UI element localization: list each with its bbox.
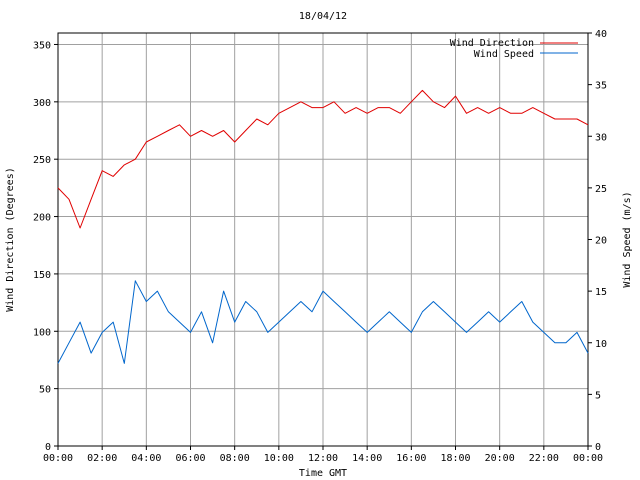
- series-line-wind-speed: [57, 280, 589, 364]
- x-axis-ticks: 00:00 02:00 04:00 06:00 08:00 10:00 12:00 14:00…: [43, 446, 603, 464]
- x-tick-label: 10:00: [264, 453, 294, 464]
- y-right-tick-label: 20: [595, 236, 607, 247]
- chart-title: 18/04/12: [299, 11, 347, 22]
- legend: Wind Direction Wind Speed: [450, 38, 578, 60]
- y-left-tick-label: 300: [33, 98, 51, 109]
- x-tick-label: 00:00: [43, 453, 73, 464]
- y-left-tick-label: 150: [33, 270, 51, 281]
- y-right-tick-label: 40: [595, 29, 607, 40]
- x-tick-label: 22:00: [529, 453, 559, 464]
- y-left-tick-label: 100: [33, 327, 51, 338]
- series-group: [57, 89, 589, 364]
- y-axis-right-label: Wind Speed (m/s): [622, 191, 633, 287]
- y-axis-left-label: Wind Direction (Degrees): [5, 167, 16, 312]
- y-axis-right-ticks: 0 5 10 15 20 25 30 35 40: [588, 29, 607, 453]
- x-tick-label: 16:00: [396, 453, 426, 464]
- y-right-tick-label: 30: [595, 132, 607, 143]
- y-right-tick-label: 0: [595, 442, 601, 453]
- x-axis-label: Time GMT: [299, 468, 347, 479]
- series-line-wind-direction: [57, 89, 589, 229]
- y-left-tick-label: 250: [33, 155, 51, 166]
- y-left-tick-label: 200: [33, 213, 51, 224]
- x-tick-label: 06:00: [175, 453, 205, 464]
- x-tick-label: 08:00: [220, 453, 250, 464]
- legend-label-direction: Wind Direction: [450, 38, 534, 49]
- x-tick-label: 04:00: [131, 453, 161, 464]
- x-tick-label: 00:00: [573, 453, 603, 464]
- y-left-tick-label: 50: [39, 385, 51, 396]
- y-right-tick-label: 5: [595, 390, 601, 401]
- y-axis-left-ticks: 0 50 100 150 200 250 300 350: [33, 40, 58, 453]
- x-tick-label: 12:00: [308, 453, 338, 464]
- y-left-tick-label: 0: [45, 442, 51, 453]
- x-tick-label: 02:00: [87, 453, 117, 464]
- y-left-tick-label: 350: [33, 40, 51, 51]
- y-right-tick-label: 35: [595, 81, 607, 92]
- x-tick-label: 18:00: [440, 453, 470, 464]
- y-right-tick-label: 10: [595, 339, 607, 350]
- x-tick-label: 20:00: [485, 453, 515, 464]
- y-right-tick-label: 15: [595, 287, 607, 298]
- x-tick-label: 14:00: [352, 453, 382, 464]
- y-right-tick-label: 25: [595, 184, 607, 195]
- legend-label-speed: Wind Speed: [474, 49, 534, 60]
